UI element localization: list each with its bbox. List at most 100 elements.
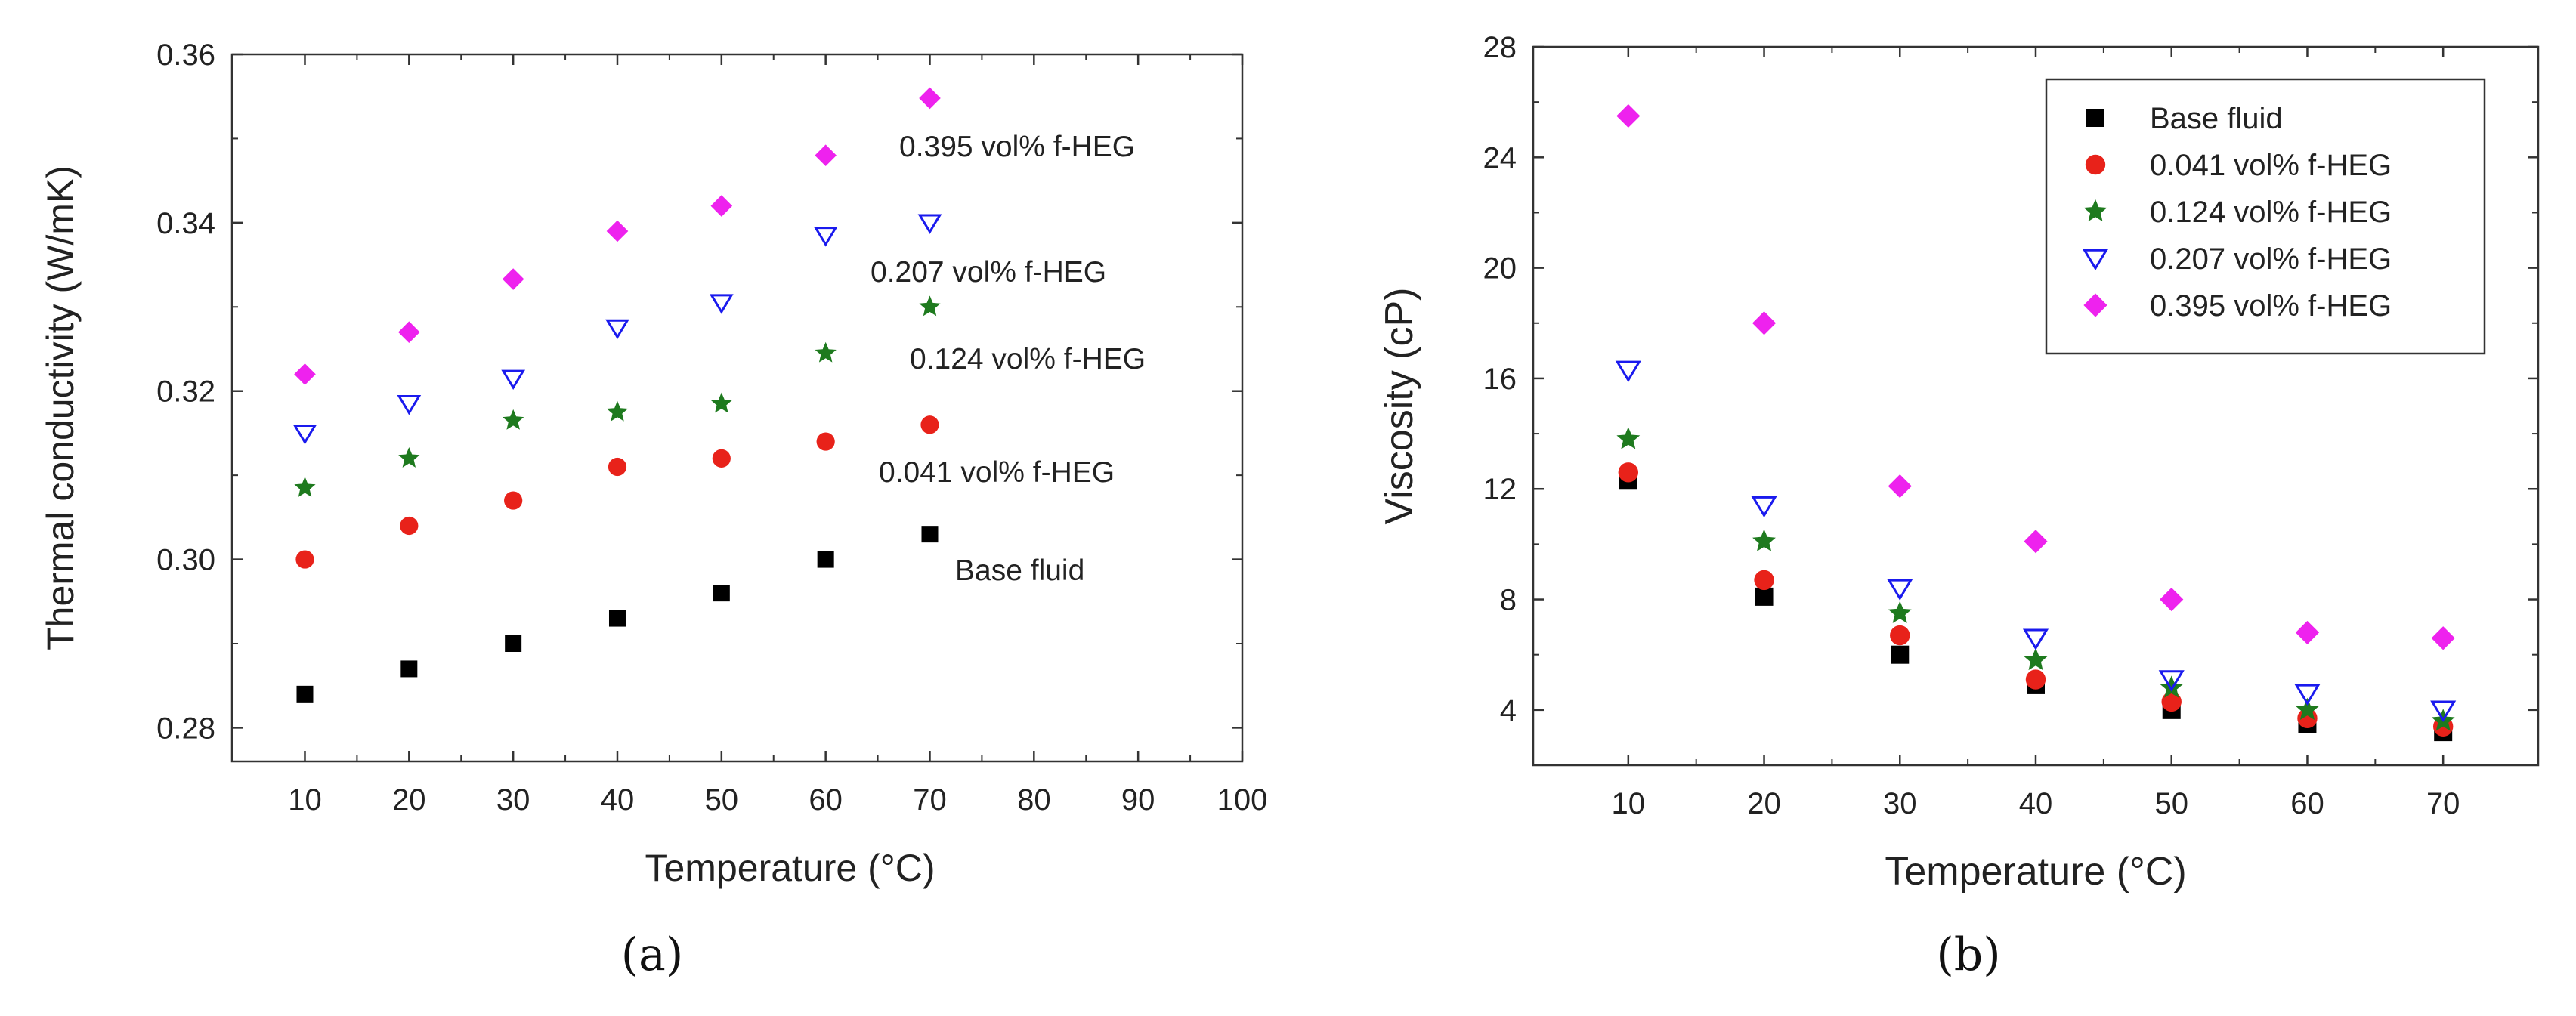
y-tick-label: 0.28 — [156, 712, 215, 745]
legend-item: 0.041 vol% f-HEG — [2085, 149, 2392, 182]
legend-marker — [2082, 249, 2109, 271]
data-point — [398, 321, 420, 344]
data-point — [2161, 691, 2182, 712]
data-point — [710, 195, 733, 217]
legend-item: 0.124 vol% f-HEG — [2083, 196, 2392, 229]
panel-label: (b) — [1936, 928, 2000, 981]
data-point — [2295, 620, 2320, 645]
data-point — [1888, 601, 1912, 623]
panel-label: (a) — [621, 928, 684, 981]
data-point — [608, 457, 627, 477]
data-point — [294, 477, 316, 497]
x-tick-label: 50 — [705, 783, 739, 817]
data-point — [815, 341, 837, 363]
series-4 — [1615, 360, 2457, 722]
legend-label: 0.207 vol% f-HEG — [2150, 242, 2392, 276]
y-tick-label: 0.36 — [156, 39, 215, 72]
data-point — [712, 449, 731, 468]
legend: Base fluid 0.041 vol% f-HEG 0.124 vol% f-H… — [2045, 78, 2486, 355]
y-tick-label: 28 — [1483, 31, 1517, 64]
data-point — [502, 268, 524, 290]
chart-panel-b: 10 20 30 40 50 60 70 4 8 12 16 20 24 28 Temperature (°… — [1378, 31, 2540, 981]
data-point — [1754, 570, 1774, 591]
series-3 — [1616, 427, 2455, 731]
legend-marker — [2086, 109, 2104, 127]
x-tick-label: 10 — [288, 783, 322, 817]
legend-label: 0.395 vol% f-HEG — [2150, 289, 2392, 323]
y-tick-label: 0.32 — [156, 375, 215, 409]
data-point — [1887, 579, 1913, 601]
y-tick-label: 4 — [1500, 694, 1517, 727]
x-axis-title: Temperature (°C) — [1885, 850, 2186, 894]
data-point — [813, 227, 838, 247]
y-tick-label: 8 — [1500, 584, 1517, 617]
data-point — [398, 447, 420, 468]
series-label: 0.207 vol% f-HEG — [871, 256, 1106, 289]
x-tick-label: 70 — [2426, 787, 2460, 820]
y-axis-title: Thermal conductivity (W/mK) — [39, 165, 82, 650]
legend-box — [2045, 78, 2486, 355]
series-label: 0.124 vol% f-HEG — [910, 343, 1146, 375]
data-point — [2024, 647, 2048, 671]
series-label: Base fluid — [955, 554, 1084, 587]
series-3 — [294, 295, 941, 497]
data-point — [606, 220, 629, 242]
legend-item: Base fluid — [2086, 102, 2283, 135]
data-point — [503, 409, 524, 430]
data-point — [919, 295, 941, 317]
y-tick-label: 20 — [1483, 252, 1517, 286]
y-tick-label: 0.30 — [156, 544, 215, 577]
data-point — [917, 214, 942, 234]
data-point — [605, 319, 629, 340]
data-point — [501, 369, 526, 391]
y-tick-label: 16 — [1483, 363, 1517, 396]
x-tick-label: 30 — [496, 783, 530, 817]
data-point — [1616, 103, 1641, 128]
data-point — [2160, 587, 2184, 612]
data-point — [397, 395, 422, 415]
data-point — [292, 425, 317, 445]
data-point — [1616, 427, 1641, 449]
data-point — [608, 610, 626, 627]
data-point — [505, 635, 522, 652]
series-2 — [295, 415, 939, 569]
data-point — [1752, 311, 1777, 335]
data-point — [1615, 360, 1641, 383]
data-point — [815, 144, 837, 167]
x-tick-label: 90 — [1121, 783, 1155, 817]
x-tick-label: 60 — [809, 783, 843, 817]
data-point — [2022, 628, 2049, 650]
data-point — [1755, 587, 1774, 606]
data-point — [816, 432, 835, 451]
data-point — [921, 526, 939, 543]
series-1 — [296, 526, 939, 703]
data-point — [2294, 684, 2321, 706]
data-point — [710, 392, 732, 413]
series-5 — [294, 87, 941, 385]
x-tick-label: 40 — [2019, 787, 2053, 820]
legend-label: Base fluid — [2150, 102, 2283, 135]
data-point — [709, 294, 734, 314]
legend-item: 0.395 vol% f-HEG — [2083, 289, 2392, 323]
series-5 — [1616, 103, 2455, 650]
y-axis-title: Viscosity (cP) — [1378, 288, 1421, 525]
data-point — [2158, 670, 2185, 692]
x-tick-label: 30 — [1883, 787, 1917, 820]
data-point — [1891, 645, 1910, 664]
legend-label: 0.041 vol% f-HEG — [2150, 149, 2392, 182]
x-tick-label: 40 — [601, 783, 635, 817]
y-tick-label: 12 — [1483, 473, 1517, 506]
x-tick-label: 20 — [392, 783, 426, 817]
series-4 — [292, 214, 942, 445]
plot-frame — [230, 53, 1244, 763]
data-point — [296, 685, 314, 703]
legend-marker — [2083, 293, 2107, 317]
legend-marker — [2083, 199, 2107, 222]
data-point — [1752, 529, 1776, 551]
data-point — [1890, 625, 1910, 646]
legend-item: 0.207 vol% f-HEG — [2082, 242, 2392, 276]
data-point — [2024, 530, 2048, 554]
data-point — [1618, 462, 1639, 483]
data-point — [2431, 626, 2455, 650]
